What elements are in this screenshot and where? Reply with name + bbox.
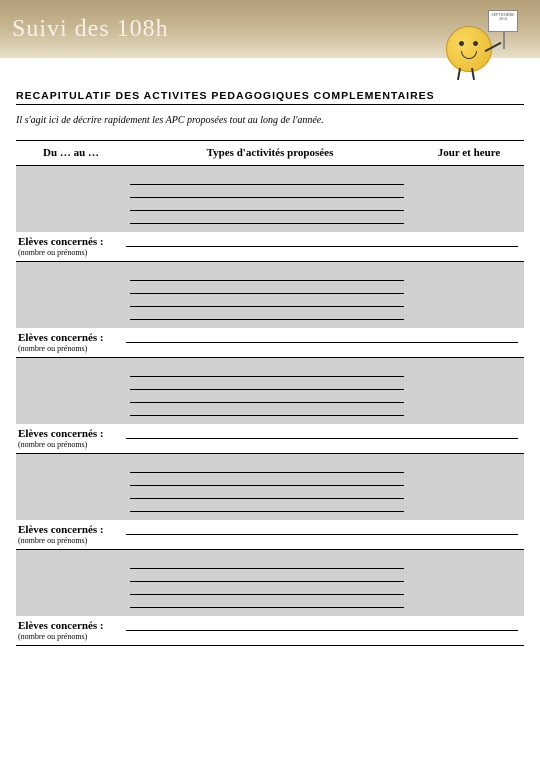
writing-line [130, 379, 404, 390]
time-cell [414, 358, 524, 424]
period-cell [16, 166, 126, 232]
eleves-label-cell: Elèves concernés :(nombre ou prénoms) [16, 332, 126, 353]
activity-block [16, 262, 524, 328]
writing-line [130, 283, 404, 294]
writing-line [130, 309, 404, 320]
writing-line [130, 597, 404, 608]
activity-table: Du … au … Types d'activités proposées Jo… [16, 140, 524, 646]
section-title: RECAPITULATIF DES ACTIVITES PEDAGOGIQUES… [16, 90, 524, 105]
eleves-row: Elèves concernés :(nombre ou prénoms) [16, 520, 524, 550]
eleves-label-cell: Elèves concernés :(nombre ou prénoms) [16, 236, 126, 257]
writing-line [130, 392, 404, 403]
eleves-sublabel: (nombre ou prénoms) [18, 440, 126, 449]
page-title: Suivi des 108h [12, 16, 169, 43]
types-cell [126, 166, 414, 232]
eleves-label-cell: Elèves concernés :(nombre ou prénoms) [16, 524, 126, 545]
activity-block [16, 166, 524, 232]
writing-line [130, 366, 404, 377]
eleves-sublabel: (nombre ou prénoms) [18, 248, 126, 257]
writing-line [130, 296, 404, 307]
eleves-line [126, 246, 518, 247]
eleves-label: Elèves concernés : [18, 332, 126, 344]
writing-line [130, 187, 404, 198]
eleves-line [126, 534, 518, 535]
time-cell [414, 550, 524, 616]
types-cell [126, 358, 414, 424]
table-header-row: Du … au … Types d'activités proposées Jo… [16, 140, 524, 166]
types-cell [126, 454, 414, 520]
eleves-row: Elèves concernés :(nombre ou prénoms) [16, 328, 524, 358]
period-cell [16, 454, 126, 520]
writing-line [130, 213, 404, 224]
eleves-line-wrap [126, 236, 524, 247]
types-cell [126, 550, 414, 616]
writing-line [130, 200, 404, 211]
mascot-icon: SEPTEMBRE 2014 [442, 8, 512, 78]
eleves-label-cell: Elèves concernés :(nombre ou prénoms) [16, 620, 126, 641]
mascot-board-text: SEPTEMBRE 2014 [489, 11, 517, 21]
eleves-label: Elèves concernés : [18, 620, 126, 632]
eleves-sublabel: (nombre ou prénoms) [18, 536, 126, 545]
activity-block [16, 454, 524, 520]
eleves-line [126, 438, 518, 439]
types-cell [126, 262, 414, 328]
writing-line [130, 475, 404, 486]
writing-line [130, 405, 404, 416]
mascot-board: SEPTEMBRE 2014 [488, 10, 518, 32]
eleves-line-wrap [126, 428, 524, 439]
writing-line [130, 270, 404, 281]
period-cell [16, 550, 126, 616]
header-types: Types d'activités proposées [126, 141, 414, 165]
eleves-row: Elèves concernés :(nombre ou prénoms) [16, 616, 524, 646]
eleves-line [126, 630, 518, 631]
eleves-label: Elèves concernés : [18, 428, 126, 440]
eleves-sublabel: (nombre ou prénoms) [18, 344, 126, 353]
content-area: RECAPITULATIF DES ACTIVITES PEDAGOGIQUES… [0, 58, 540, 646]
eleves-sublabel: (nombre ou prénoms) [18, 632, 126, 641]
header-period: Du … au … [16, 141, 126, 165]
writing-line [130, 174, 404, 185]
writing-line [130, 584, 404, 595]
activity-block [16, 358, 524, 424]
header-banner: Suivi des 108h SEPTEMBRE 2014 [0, 0, 540, 58]
writing-line [130, 462, 404, 473]
eleves-line [126, 342, 518, 343]
eleves-label: Elèves concernés : [18, 524, 126, 536]
activity-block [16, 550, 524, 616]
eleves-line-wrap [126, 620, 524, 631]
writing-line [130, 571, 404, 582]
period-cell [16, 358, 126, 424]
time-cell [414, 454, 524, 520]
time-cell [414, 262, 524, 328]
eleves-label: Elèves concernés : [18, 236, 126, 248]
time-cell [414, 166, 524, 232]
writing-line [130, 558, 404, 569]
header-time: Jour et heure [414, 141, 524, 165]
eleves-row: Elèves concernés :(nombre ou prénoms) [16, 424, 524, 454]
eleves-label-cell: Elèves concernés :(nombre ou prénoms) [16, 428, 126, 449]
eleves-line-wrap [126, 524, 524, 535]
period-cell [16, 262, 126, 328]
writing-line [130, 501, 404, 512]
writing-line [130, 488, 404, 499]
eleves-line-wrap [126, 332, 524, 343]
intro-text: Il s'agit ici de décrire rapidement les … [16, 115, 524, 126]
eleves-row: Elèves concernés :(nombre ou prénoms) [16, 232, 524, 262]
